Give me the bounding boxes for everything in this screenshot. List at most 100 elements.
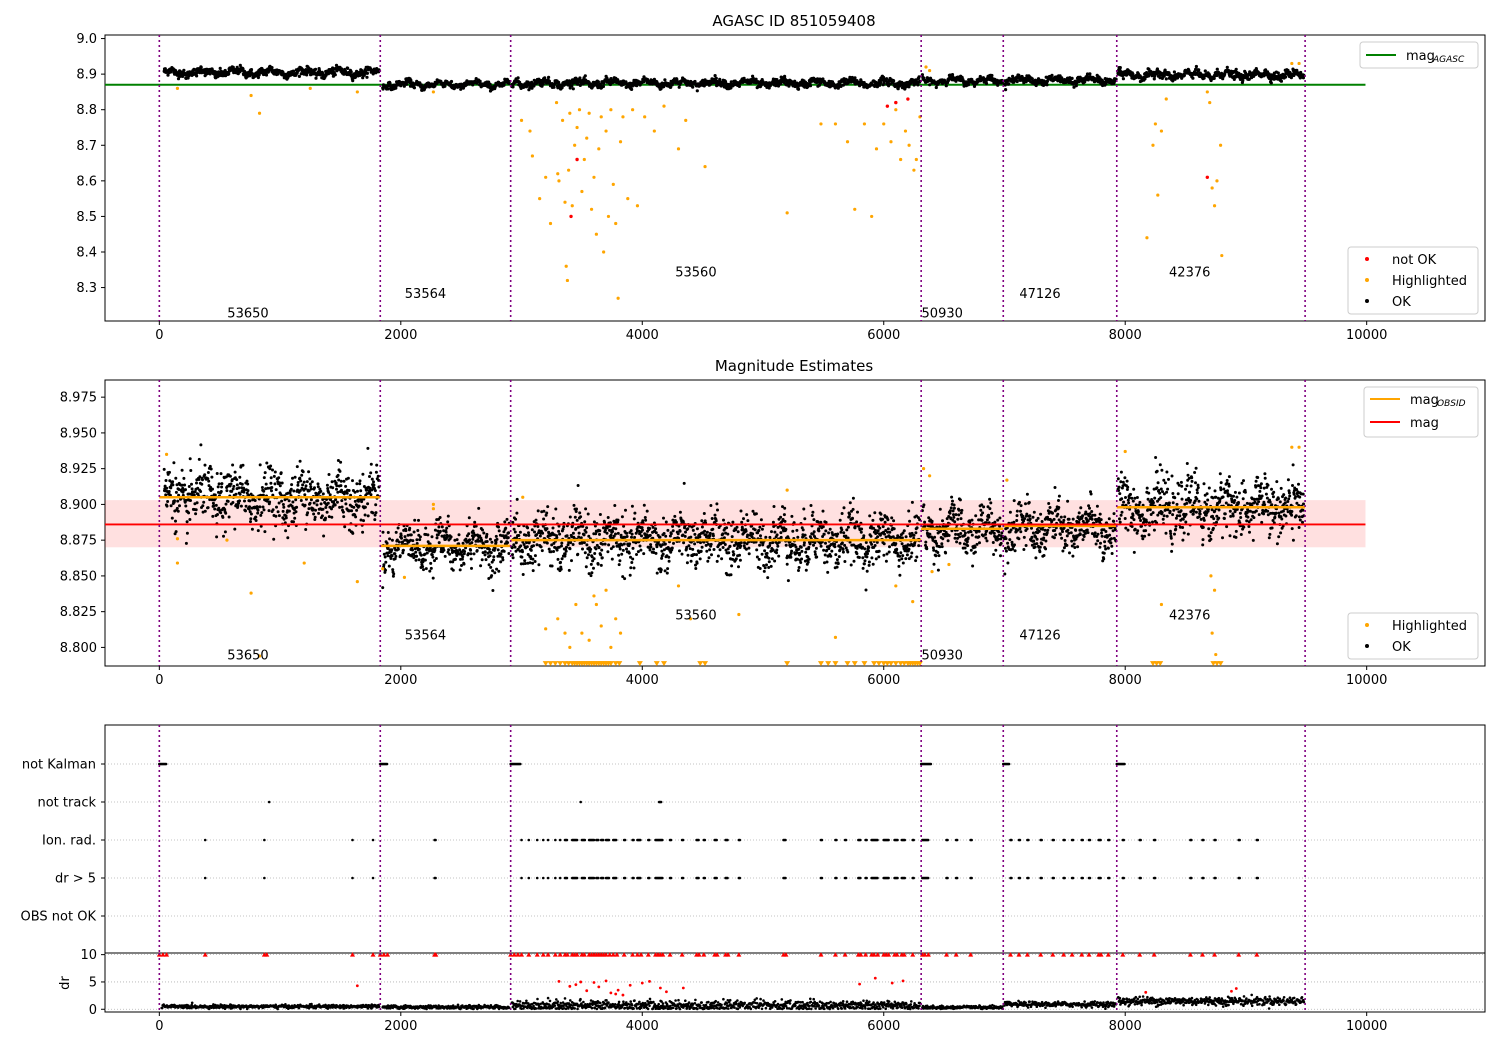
ok-point <box>429 566 433 570</box>
ok-point <box>723 80 728 84</box>
ok-point <box>712 548 716 551</box>
ok-point <box>721 532 725 536</box>
ok-point <box>614 532 617 536</box>
ok-point <box>759 518 763 522</box>
ok-point <box>194 508 198 512</box>
highlighted-point <box>912 168 916 172</box>
ok-point <box>728 544 732 548</box>
ok-point <box>491 589 495 592</box>
ok-point <box>187 485 191 488</box>
ok-point <box>563 552 567 556</box>
ok-point <box>583 551 587 555</box>
ok-point <box>772 505 776 508</box>
ok-point <box>264 73 269 77</box>
ok-point <box>446 514 450 518</box>
ok-point <box>1215 67 1219 71</box>
ok-point <box>616 518 620 522</box>
ok-point <box>174 519 177 523</box>
ok-point <box>499 552 503 556</box>
ok-point <box>174 530 178 534</box>
ok-point <box>431 555 435 559</box>
ok-point <box>284 516 288 520</box>
ok-point <box>375 463 379 467</box>
ok-point <box>629 566 633 570</box>
ok-point <box>731 520 735 524</box>
ok-point <box>665 571 669 575</box>
ok-point <box>188 457 192 461</box>
ok-point <box>369 471 373 475</box>
highlighted-point <box>785 211 789 215</box>
ok-point <box>990 73 994 78</box>
ok-point <box>238 492 242 496</box>
highlighted-point <box>703 165 707 169</box>
ok-point <box>178 504 181 508</box>
ok-point <box>424 567 428 571</box>
ok-point <box>1212 76 1216 80</box>
ok-point <box>291 476 294 480</box>
ok-point <box>538 534 542 538</box>
ok-point <box>765 551 769 555</box>
ok-point <box>357 504 361 508</box>
ok-point <box>638 544 642 548</box>
ok-point <box>324 516 327 520</box>
ok-point <box>1225 65 1229 69</box>
ok-point <box>796 87 801 91</box>
ok-point <box>585 543 589 547</box>
highlighted-point <box>924 65 928 69</box>
ok-point <box>703 529 707 533</box>
ok-point <box>344 484 348 488</box>
highlighted-point <box>564 264 568 268</box>
ok-point <box>292 69 296 73</box>
ok-point <box>383 555 387 559</box>
ok-point <box>700 545 704 549</box>
ok-point <box>339 484 343 488</box>
highlighted-point <box>1151 143 1155 147</box>
ok-point <box>443 534 446 538</box>
ok-point <box>1279 79 1283 83</box>
ok-point <box>747 546 751 550</box>
ok-point <box>399 534 403 538</box>
ok-point <box>317 511 321 515</box>
ok-point <box>467 532 471 536</box>
ok-point <box>567 568 571 572</box>
ok-point <box>222 534 225 538</box>
ok-point <box>386 87 390 91</box>
ok-point <box>652 547 655 551</box>
ok-point <box>592 520 596 524</box>
ok-point <box>279 471 283 475</box>
ok-point <box>716 554 720 558</box>
ok-point <box>502 83 506 87</box>
ok-point <box>682 481 686 485</box>
highlighted-point <box>631 108 635 112</box>
not-ok-point <box>894 100 898 105</box>
ok-point <box>366 502 370 506</box>
ok-point <box>253 499 257 502</box>
ok-point <box>189 499 192 502</box>
ok-point <box>272 474 276 478</box>
ok-point <box>384 560 388 564</box>
ok-point <box>821 77 825 81</box>
ok-point <box>231 487 235 491</box>
highlighted-point <box>1159 129 1164 133</box>
highlighted-point <box>614 221 618 226</box>
ok-point <box>446 520 450 524</box>
ok-point <box>734 557 738 561</box>
ok-point <box>644 518 648 522</box>
ok-point <box>219 490 223 493</box>
ok-point <box>277 476 281 480</box>
ok-point <box>732 552 736 556</box>
ok-point <box>182 68 186 72</box>
ok-point <box>735 547 739 550</box>
highlighted-point <box>308 86 312 90</box>
ok-point <box>173 499 176 503</box>
ok-point <box>199 65 203 69</box>
ok-point <box>515 497 519 501</box>
top-ytick-label: 8.8 <box>76 103 97 118</box>
ok-point <box>715 559 719 563</box>
ok-point <box>208 72 212 76</box>
ok-point <box>550 564 554 568</box>
ok-point <box>705 530 709 534</box>
ok-point <box>405 82 409 86</box>
ok-point <box>423 558 427 562</box>
ok-point <box>457 533 461 537</box>
